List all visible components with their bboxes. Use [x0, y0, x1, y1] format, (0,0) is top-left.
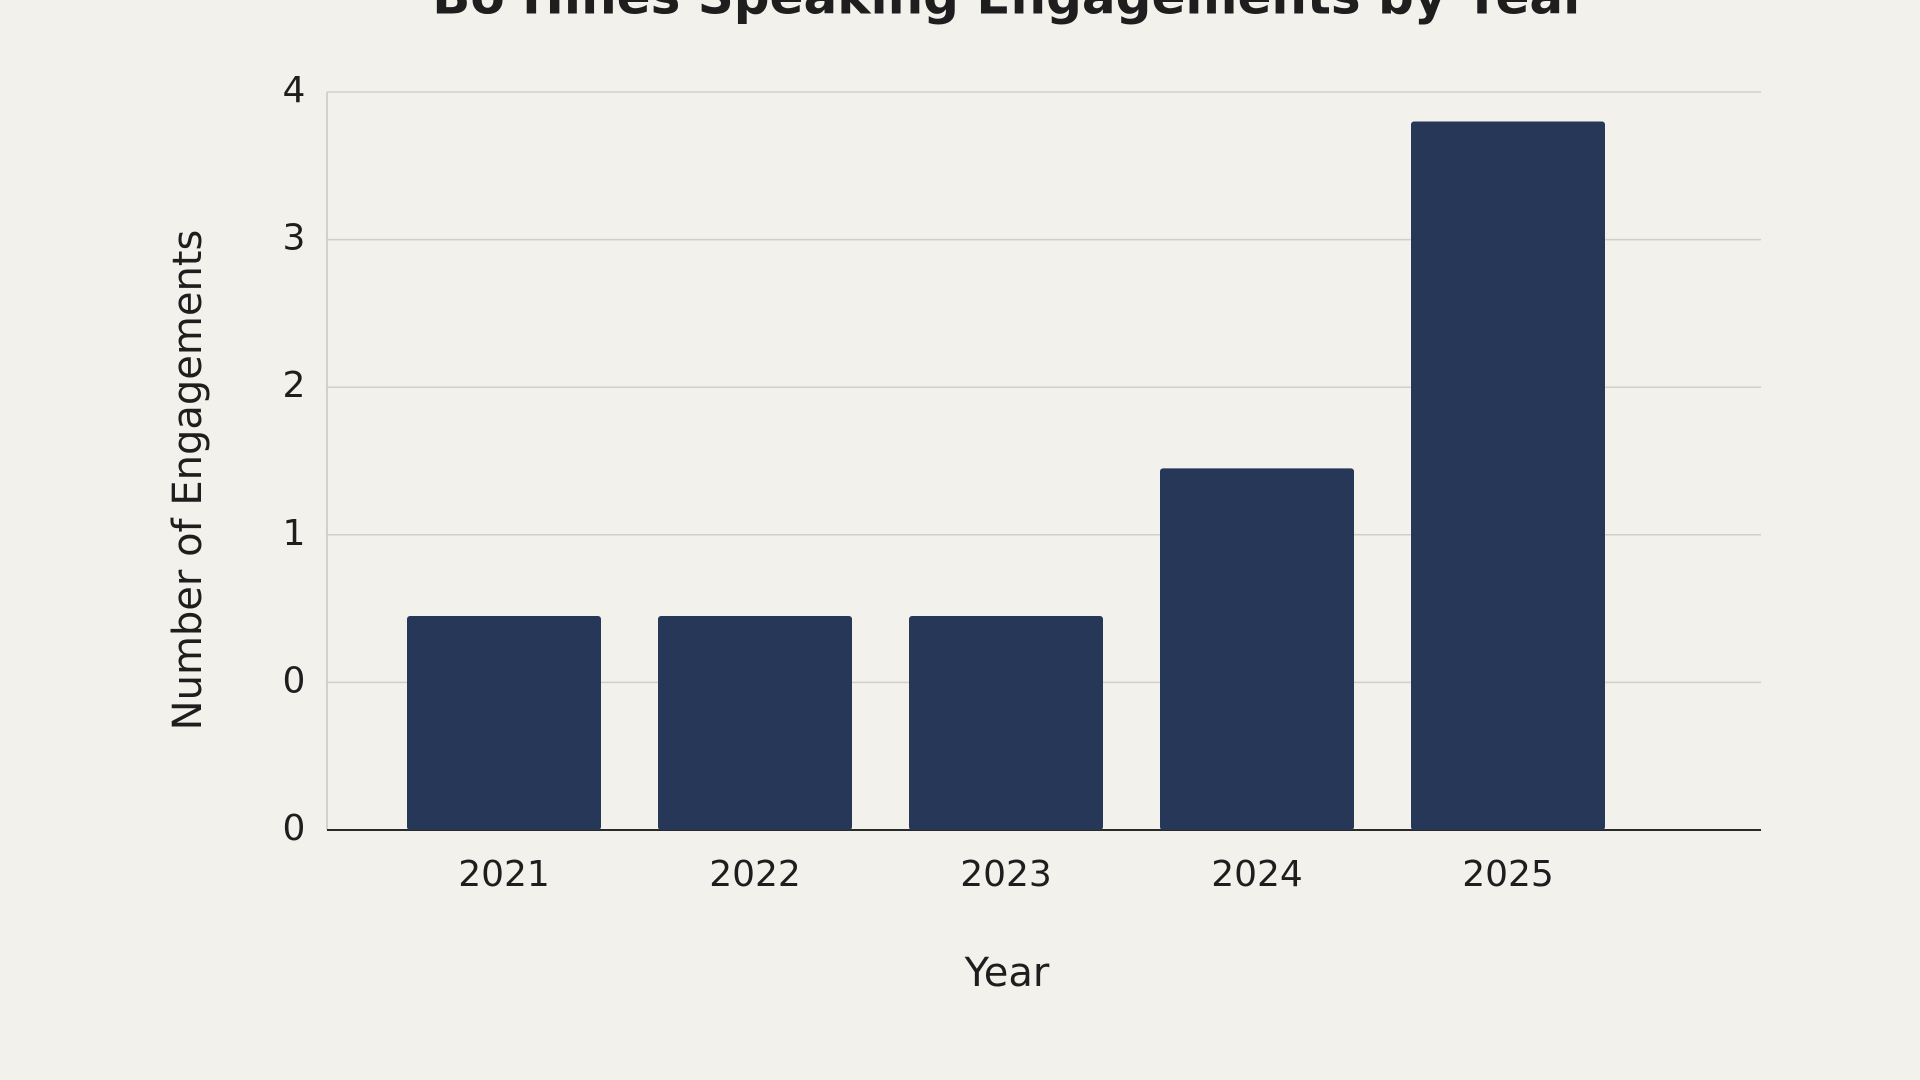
- x-tick-label: 2025: [1462, 854, 1554, 895]
- x-tick-label: 2024: [1211, 854, 1303, 895]
- y-tick-label: 0: [283, 808, 306, 849]
- x-axis-title: Year: [964, 950, 1050, 996]
- bar: [1411, 121, 1605, 830]
- y-tick-label: 2: [283, 365, 306, 406]
- bar: [407, 615, 601, 830]
- y-axis-title: Number of Engagements: [165, 230, 211, 731]
- bar: [1160, 468, 1354, 830]
- bar: [909, 615, 1103, 830]
- y-tick-label: 3: [283, 218, 306, 259]
- chart-title: Bo Hines Speaking Engagements by Year: [432, 0, 1588, 26]
- y-tick-label: 4: [283, 70, 306, 111]
- x-tick-label: 2022: [709, 854, 801, 895]
- x-tick-label: 2021: [458, 854, 550, 895]
- y-tick-label: 0: [283, 660, 306, 701]
- x-tick-label: 2023: [960, 854, 1052, 895]
- y-tick-label: 1: [283, 513, 306, 554]
- bar: [658, 615, 852, 830]
